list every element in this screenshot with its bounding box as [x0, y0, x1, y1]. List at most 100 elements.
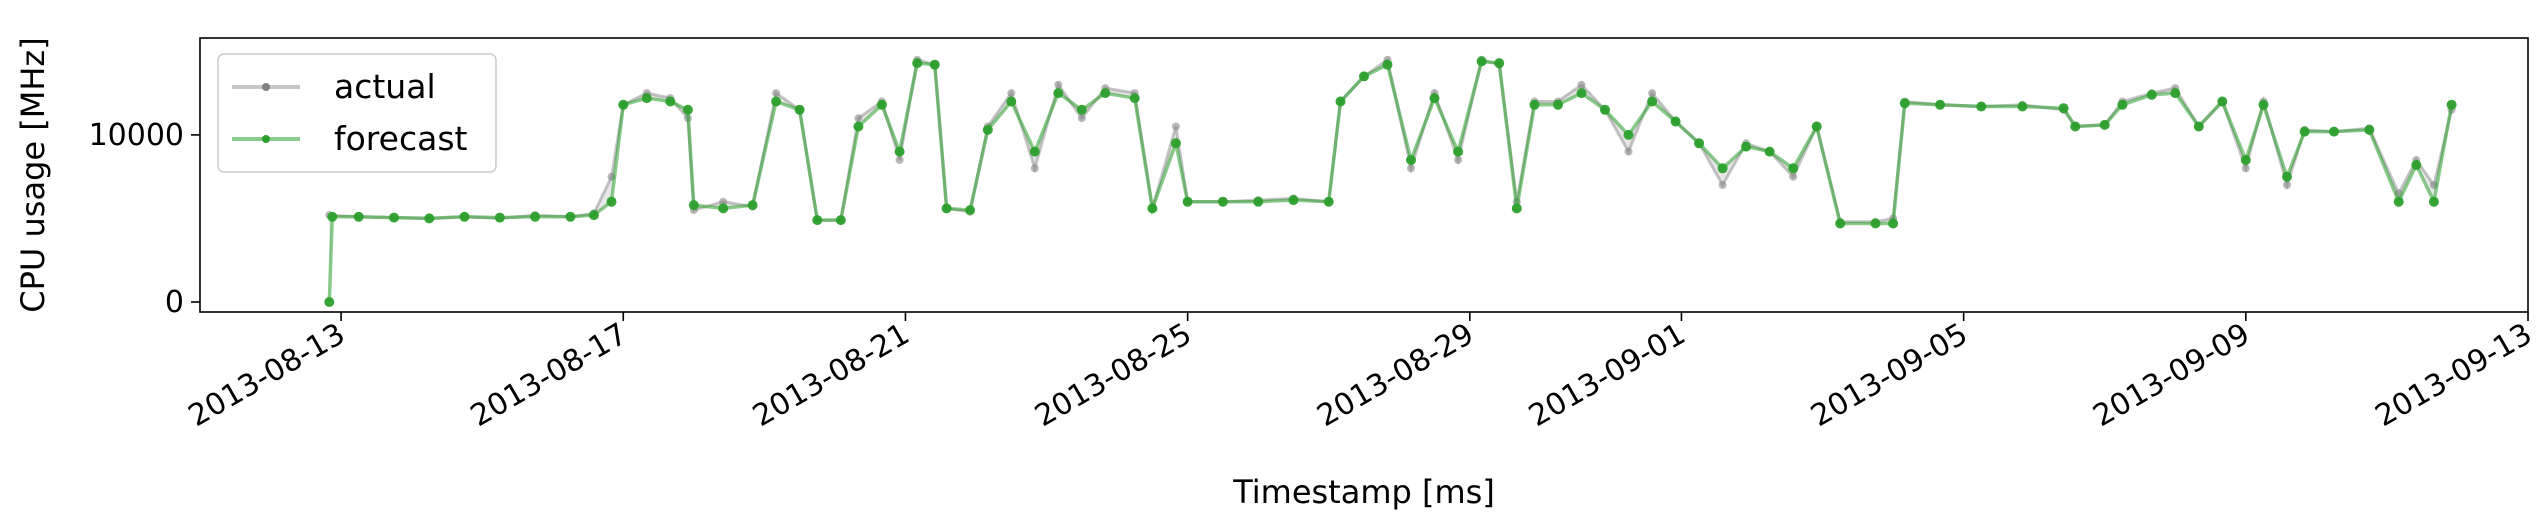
data-point-forecast — [530, 211, 541, 222]
data-point-actual — [719, 197, 728, 206]
data-point-forecast — [853, 121, 864, 132]
data-point-forecast — [2017, 101, 2028, 112]
data-point-forecast — [327, 211, 338, 222]
data-point-forecast — [1406, 155, 1416, 165]
data-point-actual — [1407, 164, 1415, 173]
data-point-forecast — [718, 203, 729, 214]
data-point-forecast — [1623, 129, 1634, 140]
data-point-forecast — [1147, 203, 1158, 214]
data-point-forecast — [1870, 218, 1881, 229]
data-point-forecast — [2070, 121, 2081, 132]
data-point-forecast — [812, 215, 823, 226]
legend-marker-actual — [262, 83, 270, 91]
data-point-forecast — [1888, 218, 1899, 229]
data-point-forecast — [794, 104, 805, 115]
data-point-actual — [1171, 122, 1180, 131]
data-point-forecast — [324, 297, 335, 307]
data-point-forecast — [2428, 196, 2439, 207]
data-point-actual — [1624, 147, 1633, 156]
data-point-forecast — [665, 96, 676, 107]
data-point-forecast — [2099, 119, 2110, 130]
data-point-forecast — [1976, 101, 1987, 112]
x-tick-label: 2013-09-13 — [2370, 317, 2538, 434]
data-point-forecast — [494, 212, 505, 223]
data-point-actual — [1648, 89, 1657, 98]
x-tick-label: 2013-08-21 — [747, 317, 915, 434]
data-point-forecast — [1576, 88, 1587, 99]
data-point-forecast — [1323, 196, 1334, 207]
data-point-forecast — [1788, 163, 1799, 174]
data-point-forecast — [1359, 71, 1369, 82]
data-point-actual — [1030, 164, 1039, 173]
data-point-forecast — [565, 211, 576, 222]
data-point-forecast — [1170, 138, 1181, 149]
x-tick-label: 2013-09-09 — [2087, 317, 2255, 434]
data-point-actual — [2241, 164, 2250, 173]
data-point-forecast — [1529, 99, 1540, 110]
data-point-forecast — [1935, 99, 1946, 110]
data-point-forecast — [1494, 58, 1505, 69]
data-point-forecast — [1600, 104, 1610, 115]
data-point-forecast — [912, 58, 923, 69]
data-point-forecast — [965, 205, 976, 216]
data-point-forecast — [389, 212, 399, 223]
data-point-forecast — [1217, 196, 1228, 207]
data-point-forecast — [1717, 163, 1728, 174]
data-point-forecast — [1029, 146, 1040, 157]
x-tick-label: 2013-09-05 — [1805, 317, 1973, 434]
data-point-forecast — [1511, 203, 1522, 214]
data-point-forecast — [1053, 88, 1064, 99]
data-point-actual — [854, 114, 863, 123]
legend: actual forecast — [217, 53, 497, 173]
data-point-forecast — [771, 96, 782, 107]
data-point-forecast — [424, 213, 435, 224]
x-axis: 2013-08-13 2013-08-17 2013-08-21 2013-08-25… — [183, 312, 2538, 434]
data-point-forecast — [1694, 138, 1705, 149]
series-line-actual — [329, 57, 2454, 224]
data-point-actual — [1007, 89, 1016, 98]
data-point-forecast — [1076, 104, 1087, 115]
data-point-forecast — [2258, 99, 2269, 110]
series-layer — [324, 55, 2457, 307]
data-point-forecast — [1335, 96, 1346, 107]
data-point-forecast — [1811, 121, 1822, 132]
data-point-forecast — [2240, 155, 2251, 165]
legend-label-actual: actual — [334, 67, 436, 106]
data-point-forecast — [618, 99, 629, 110]
y-tick-label: 10000 — [89, 118, 184, 153]
data-point-forecast — [1429, 93, 1440, 104]
data-point-actual — [1454, 156, 1463, 164]
data-point-forecast — [1670, 116, 1681, 127]
data-point-forecast — [1100, 88, 1111, 99]
data-point-forecast — [2446, 99, 2457, 110]
data-point-forecast — [1382, 59, 1393, 70]
data-point-forecast — [1647, 96, 1658, 107]
data-point-forecast — [835, 215, 846, 226]
data-point-actual — [772, 89, 781, 98]
data-point-forecast — [1899, 98, 1910, 109]
data-point-forecast — [2282, 171, 2292, 182]
data-point-forecast — [1182, 196, 1193, 207]
data-point-forecast — [2411, 160, 2422, 170]
data-point-forecast — [2299, 126, 2310, 137]
data-point-actual — [2283, 181, 2291, 189]
data-point-actual — [1077, 114, 1086, 123]
data-point-forecast — [641, 93, 652, 104]
data-point-forecast — [1253, 196, 1264, 207]
data-point-forecast — [682, 104, 693, 115]
data-point-forecast — [606, 196, 617, 207]
data-point-forecast — [894, 146, 905, 157]
y-axis-title: CPU usage [MHz] — [14, 37, 52, 312]
data-point-forecast — [2193, 121, 2204, 132]
data-point-forecast — [1476, 56, 1487, 67]
data-point-forecast — [1835, 218, 1846, 229]
data-point-actual — [1054, 80, 1063, 89]
data-point-forecast — [353, 211, 364, 222]
data-point-forecast — [2217, 96, 2228, 107]
data-point-forecast — [459, 211, 470, 222]
y-axis: 0 10000 — [89, 118, 200, 320]
data-point-actual — [1789, 172, 1798, 181]
data-point-actual — [1577, 80, 1586, 89]
data-point-forecast — [929, 59, 940, 70]
